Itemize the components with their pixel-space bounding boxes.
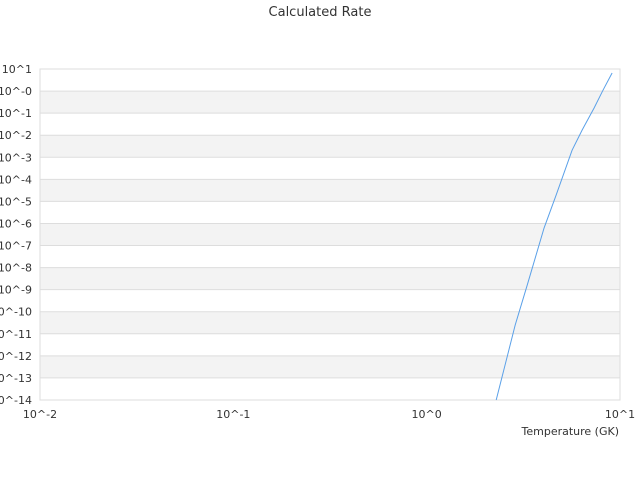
y-tick-label: 10^-6 (0, 217, 32, 230)
x-tick-label: 10^0 (412, 408, 442, 421)
grid-band (40, 311, 620, 334)
y-tick-label: 10^-10 (0, 306, 32, 319)
y-tick-label: 10^-1 (0, 107, 32, 120)
x-axis-label: Temperature (GK) (521, 425, 620, 438)
grid-band (40, 267, 620, 290)
grid-band (40, 91, 620, 114)
y-tick-label: 10^-12 (0, 350, 32, 363)
series-line (495, 72, 613, 401)
y-tick-label: 10^1 (2, 63, 32, 76)
y-tick-label: 10^-9 (0, 284, 32, 297)
x-tick-label: 10^-1 (216, 408, 250, 421)
y-tick-label: 10^-0 (0, 85, 32, 98)
y-tick-label: 10^-2 (0, 129, 32, 142)
grid-band (40, 355, 620, 378)
grid-band (40, 223, 620, 246)
y-tick-label: 10^-5 (0, 195, 32, 208)
x-tick-label: 10^-2 (23, 408, 57, 421)
chart-title: Calculated Rate (269, 5, 372, 20)
grid-band (40, 179, 620, 202)
y-tick-label: 10^-7 (0, 240, 32, 253)
y-tick-label: 10^-4 (0, 173, 32, 186)
y-tick-label: 10^-11 (0, 328, 32, 341)
y-tick-label: 10^-3 (0, 151, 32, 164)
plot-border (39, 68, 621, 401)
grid-band (40, 135, 620, 158)
x-tick-label: 10^1 (605, 408, 635, 421)
y-tick-label: 10^-14 (0, 394, 32, 407)
y-tick-label: 10^-8 (0, 262, 32, 275)
y-tick-label: 10^-13 (0, 372, 32, 385)
